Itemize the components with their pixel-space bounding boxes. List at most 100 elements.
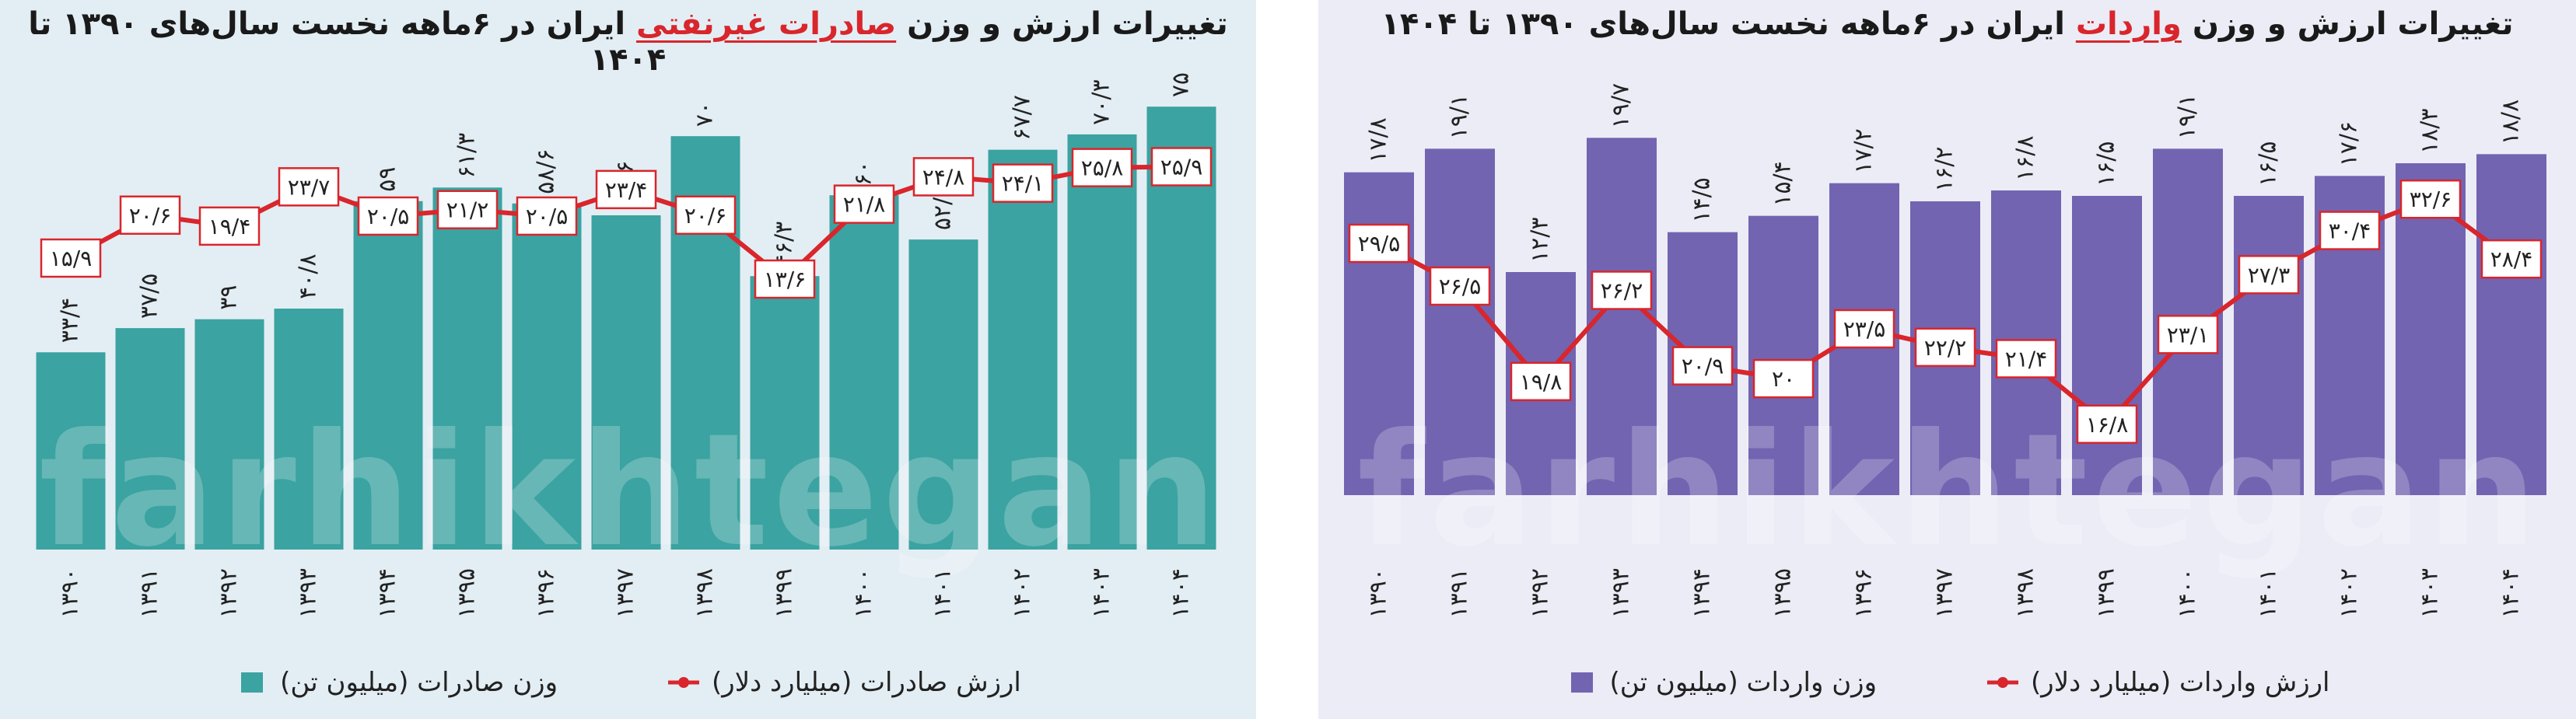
bar-value-label: ۱۴/۵ (1689, 177, 1716, 222)
line-value-label: ۲۴/۸ (922, 164, 965, 190)
line-value-label: ۲۹/۵ (1358, 231, 1401, 257)
line-point-box (357, 196, 419, 236)
bar-value-label: ۳۳/۴ (57, 298, 84, 343)
line-point-box (1510, 361, 1572, 402)
bar-value-label: ۵۸/۶ (533, 148, 560, 194)
line-value-label: ۲۰/۵ (526, 204, 569, 229)
legend-label: ارزش صادرات (میلیارد دلار) (712, 667, 1021, 698)
line-point-box (912, 157, 975, 197)
x-tick-label: ۱۳۹۶ (1850, 568, 1878, 618)
bar-value-label: ۱۹/۱ (1446, 94, 1473, 139)
line-point-box (595, 169, 657, 210)
line-value-label: ۲۷/۳ (2248, 262, 2291, 288)
x-tick-label: ۱۴۰۰ (850, 568, 877, 618)
bar (512, 203, 582, 550)
legend-square (1570, 672, 1593, 693)
line-value-label: ۲۰/۹ (1682, 354, 1724, 379)
line-value-label: ۲۳/۵ (1843, 316, 1886, 342)
line-value-label: ۲۴/۱ (1002, 171, 1045, 197)
line-value-label: ۲۰/۶ (684, 203, 727, 229)
watermark: farhikhtegan (1357, 400, 2537, 581)
chart-panel: ۳۳/۴۳۷/۵۳۹۴۰/۸۵۹۶۱/۳۵۸/۶۵۶/۶۷۰۴۶/۳۶۰۵۲/۵… (0, 0, 1256, 719)
line-value-label: ۱۶/۸ (2086, 412, 2129, 438)
bar-value-label: ۴۶/۳ (771, 222, 798, 267)
line-point-box (119, 195, 181, 236)
line-point-box (754, 259, 816, 299)
legend: ارزش واردات (میلیارد دلار) وزن واردات (می… (1318, 667, 2576, 698)
legend-swatch (668, 677, 700, 688)
legend-label: وزن صادرات (میلیون تن) (280, 667, 558, 698)
bar (115, 328, 185, 550)
title-part: واردات (2075, 6, 2182, 42)
bar-value-label: ۱۹/۷ (1608, 83, 1635, 128)
bar-value-label: ۱۶/۸ (2012, 136, 2039, 181)
x-tick-label: ۱۳۹۷ (1931, 568, 1958, 618)
line-point-box (2157, 315, 2219, 354)
chart-panel: ۱۷/۸ ۱۹/۱ ۱۲/۳ ۱۹/۷ ۱۴/۵ ۱۵/۴ ۱۷/۲ ۱۶/۲ ۱۶/۸ ۱۶/۵… (1318, 0, 2576, 719)
line-point-box (2399, 179, 2462, 219)
chart: ۳۳/۴۳۷/۵۳۹۴۰/۸۵۹۶۱/۳۵۸/۶۵۶/۶۷۰۴۶/۳۶۰۵۲/۵… (36, 72, 1217, 618)
legend-label: ارزش واردات (میلیارد دلار) (2031, 667, 2330, 698)
bar (829, 195, 899, 550)
line-value-label: ۳۲/۶ (2410, 187, 2452, 212)
line-value-label: ۲۳/۱ (2167, 322, 2210, 347)
chart: ۱۷/۸ ۱۹/۱ ۱۲/۳ ۱۹/۷ ۱۴/۵ ۱۵/۴ ۱۷/۲ ۱۶/۲ ۱۶/۸ ۱۶/۵… (1344, 83, 2546, 618)
line-point-box (40, 238, 102, 278)
line-point-box (1833, 309, 1895, 349)
line-point-box (674, 195, 737, 236)
line-point-box (2480, 239, 2543, 279)
bar (36, 352, 106, 550)
x-tick-label: ۱۳۹۴ (374, 568, 401, 618)
x-tick-label: ۱۳۹۶ (533, 568, 560, 618)
x-tick-label: ۱۴۰۱ (2255, 568, 2282, 618)
line-point-box (992, 163, 1054, 203)
bar-value-label: ۶۰ (850, 161, 877, 186)
x-tick-label: ۱۳۹۹ (2093, 568, 2120, 618)
x-tick-label: ۱۳۹۰ (57, 568, 84, 618)
bar (1748, 215, 1818, 495)
bar-value-label: ۱۹/۱ (2174, 94, 2201, 139)
bar (194, 319, 264, 550)
bar-value-label: ۶۷/۷ (1009, 95, 1036, 140)
line-point-box (1150, 147, 1213, 187)
line-value-label: ۲۶/۲ (1601, 278, 1643, 304)
line-value-label: ۱۵/۹ (50, 246, 93, 271)
line-value-label: ۲۱/۸ (843, 192, 886, 218)
legend-swatch (1987, 677, 2019, 688)
x-tick-label: ۱۳۹۳ (295, 568, 322, 618)
bar (2476, 154, 2546, 496)
line-point-box (278, 167, 340, 207)
bar (2234, 196, 2304, 495)
bar-value-label: ۵۹ (374, 167, 401, 192)
chart-title: تغییرات ارزش و وزن واردات ایران در ۶ماهه… (1318, 6, 2576, 42)
legend-dot (1997, 677, 2009, 688)
bar (1425, 148, 1495, 496)
line-point-box (2076, 404, 2138, 445)
bar-value-label: ۱۸/۳ (2417, 109, 2444, 154)
title-part: تغییرات ارزش و وزن (2181, 6, 2514, 42)
line-value-label: ۱۹/۸ (1520, 369, 1563, 395)
bar (750, 276, 820, 550)
bar-value-label: ۱۸/۸ (2497, 99, 2525, 145)
bar-value-label: ۱۲/۳ (1527, 218, 1554, 263)
x-tick-label: ۱۳۹۵ (453, 568, 481, 618)
x-tick-label: ۱۳۹۰ (1365, 568, 1392, 618)
line-value-label: ۲۰/۵ (367, 204, 410, 229)
x-tick-label: ۱۴۰۱ (929, 568, 957, 618)
bar-value-label: ۱۷/۲ (1850, 128, 1878, 173)
title-part: ایران در ۶ماهه نخست سال‌های ۱۳۹۰ تا ۱۴۰۴ (1381, 6, 2076, 42)
x-tick-label: ۱۴۰۴ (1167, 568, 1195, 618)
line-point-box (1914, 327, 1976, 368)
line-value-label: ۲۰/۶ (129, 203, 172, 229)
legend-dot (678, 677, 690, 688)
bar (274, 309, 344, 550)
legend-swatch (241, 672, 264, 693)
x-tick-label: ۱۳۹۸ (691, 568, 719, 618)
line-value-label: ۲۱/۴ (2005, 346, 2048, 372)
line-value-label: ۲۵/۸ (1081, 155, 1124, 181)
line-value-label: ۳۰/۴ (2329, 218, 2371, 244)
legend-swatch (1570, 672, 1593, 693)
legend-square (241, 672, 264, 693)
line-value-label: ۲۵/۹ (1160, 154, 1203, 180)
x-tick-label: ۱۴۰۰ (2174, 568, 2201, 618)
